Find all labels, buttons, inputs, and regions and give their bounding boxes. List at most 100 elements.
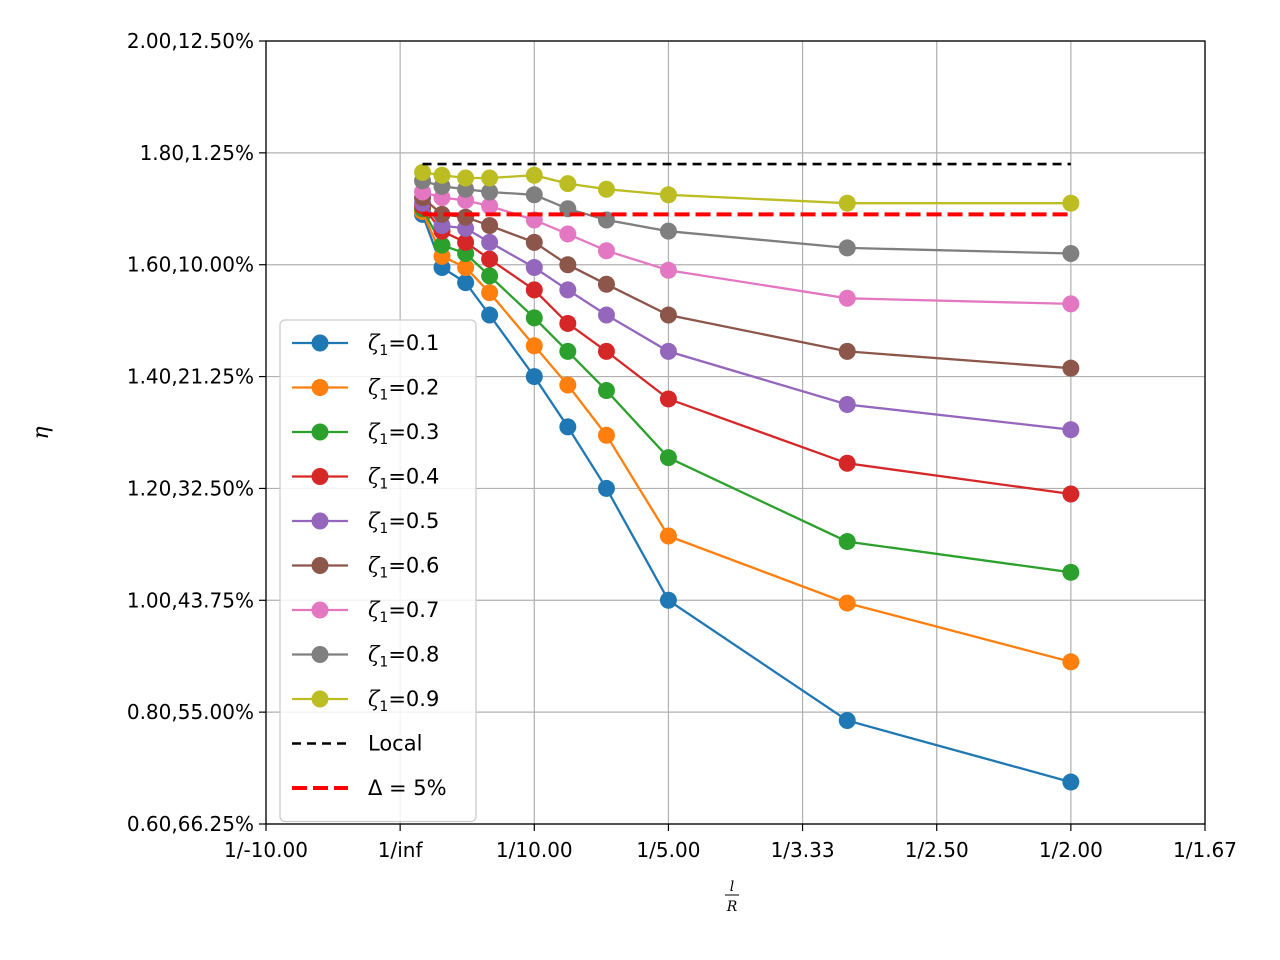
data-point [659,306,677,324]
legend-marker [311,512,329,530]
data-point [659,527,677,545]
legend-entry: ζ1=0.6 [292,554,439,582]
data-point [1062,653,1080,671]
legend-marker [311,557,329,574]
legend-label-value: =0.4 [388,465,439,489]
x-tick-label: 1/2.00 [1039,838,1103,862]
y-tick-label: 1.60,10.00% [127,253,254,277]
series-8 [414,172,1080,263]
legend-label-value: =0.7 [388,598,439,622]
data-point [433,236,451,254]
data-point [838,239,856,257]
data-point [659,591,677,609]
data-point [597,479,615,497]
legend-label-value: =0.1 [388,331,439,355]
legend-label-value: =0.6 [388,554,439,578]
data-point [559,314,577,332]
series-line [421,208,1072,574]
data-point [597,382,615,400]
data-point [1062,773,1080,791]
legend-label-symbol: ζ [368,643,381,667]
data-point [838,594,856,612]
legend-entry: Δ = 5% [292,776,447,800]
legend-label-value: =0.2 [388,376,439,400]
legend-label-symbol: ζ [368,687,381,711]
y-tick-label: 1.00,43.75% [127,588,254,612]
legend-label: Δ = 5% [368,776,447,800]
x-tick-label: 1/-10.00 [224,838,308,862]
data-point [457,259,475,277]
data-point [481,306,499,324]
series-line [421,205,1072,496]
legend-label-subscript: 1 [379,699,388,715]
data-point [481,233,499,251]
y-tick-label: 1.80,1.25% [140,141,254,165]
series-lines [414,163,1080,791]
data-point [597,275,615,293]
data-point [1062,359,1080,377]
data-point [838,396,856,414]
data-point [559,225,577,243]
legend-marker [311,423,329,441]
data-point [838,533,856,551]
legend-marker [311,690,329,708]
data-point [525,186,543,204]
legend-label: ζ1=0.2 [368,376,439,404]
data-point [481,250,499,268]
data-point [1062,245,1080,263]
data-point [481,267,499,285]
legend-entry: Local [292,732,422,756]
data-point [433,166,451,184]
data-point [481,284,499,302]
legend-label: Local [368,732,422,756]
x-tick-label: 1/2.50 [905,838,969,862]
data-point [838,194,856,212]
data-point [481,217,499,235]
legend-label-subscript: 1 [379,610,388,626]
data-point [1062,485,1080,503]
legend-label-symbol: ζ [368,554,381,578]
series-line [421,202,1072,431]
legend-label-value: =0.3 [388,420,439,444]
legend-label-value: =0.8 [388,643,439,667]
data-point [559,376,577,394]
series-line [422,190,1071,306]
y-tick-label: 0.80,55.00% [127,700,254,724]
y-axis-label: η [29,426,54,439]
legend-label-subscript: 1 [379,521,388,537]
legend-label: ζ1=0.7 [368,598,439,626]
x-axis-ticks: 1/-10.00 1/inf 1/10.00 1/5.00 1/3.33 1/2.50 1/… [224,824,1237,862]
legend-label-subscript: 1 [379,432,388,448]
x-tick-label: 1/10.00 [496,838,573,862]
legend-label-subscript: 1 [379,477,388,493]
data-point [481,183,499,201]
legend-label: ζ1=0.8 [368,643,439,671]
legend-label: ζ1=0.5 [368,509,439,537]
data-point [559,175,577,193]
data-point [597,342,615,360]
data-point [559,281,577,299]
y-axis-ticks: 0.60,66.25% 0.80,55.00% 1.00,43.75% 1.20,32… [127,29,266,836]
data-point [525,166,543,184]
data-point [414,163,432,181]
x-axis-label-denominator: R [726,899,738,915]
data-point [559,256,577,274]
legend-label-value: =0.5 [388,509,439,533]
plot-frame [265,40,1206,825]
data-point [597,242,615,260]
reference-lines [422,162,1071,217]
x-tick-label: 1/inf [378,838,424,862]
data-point [1062,421,1080,439]
data-point [1062,295,1080,313]
data-point [525,233,543,251]
data-point [433,205,451,223]
legend-label-subscript: 1 [379,655,388,671]
series-line [422,171,1071,205]
data-point [525,259,543,277]
legend-marker [311,334,329,352]
x-tick-label: 1/1.67 [1173,838,1237,862]
x-axis-label-numerator: l [730,879,734,895]
legend-label-value: =0.9 [388,687,439,711]
legend-label-symbol: ζ [368,420,381,444]
